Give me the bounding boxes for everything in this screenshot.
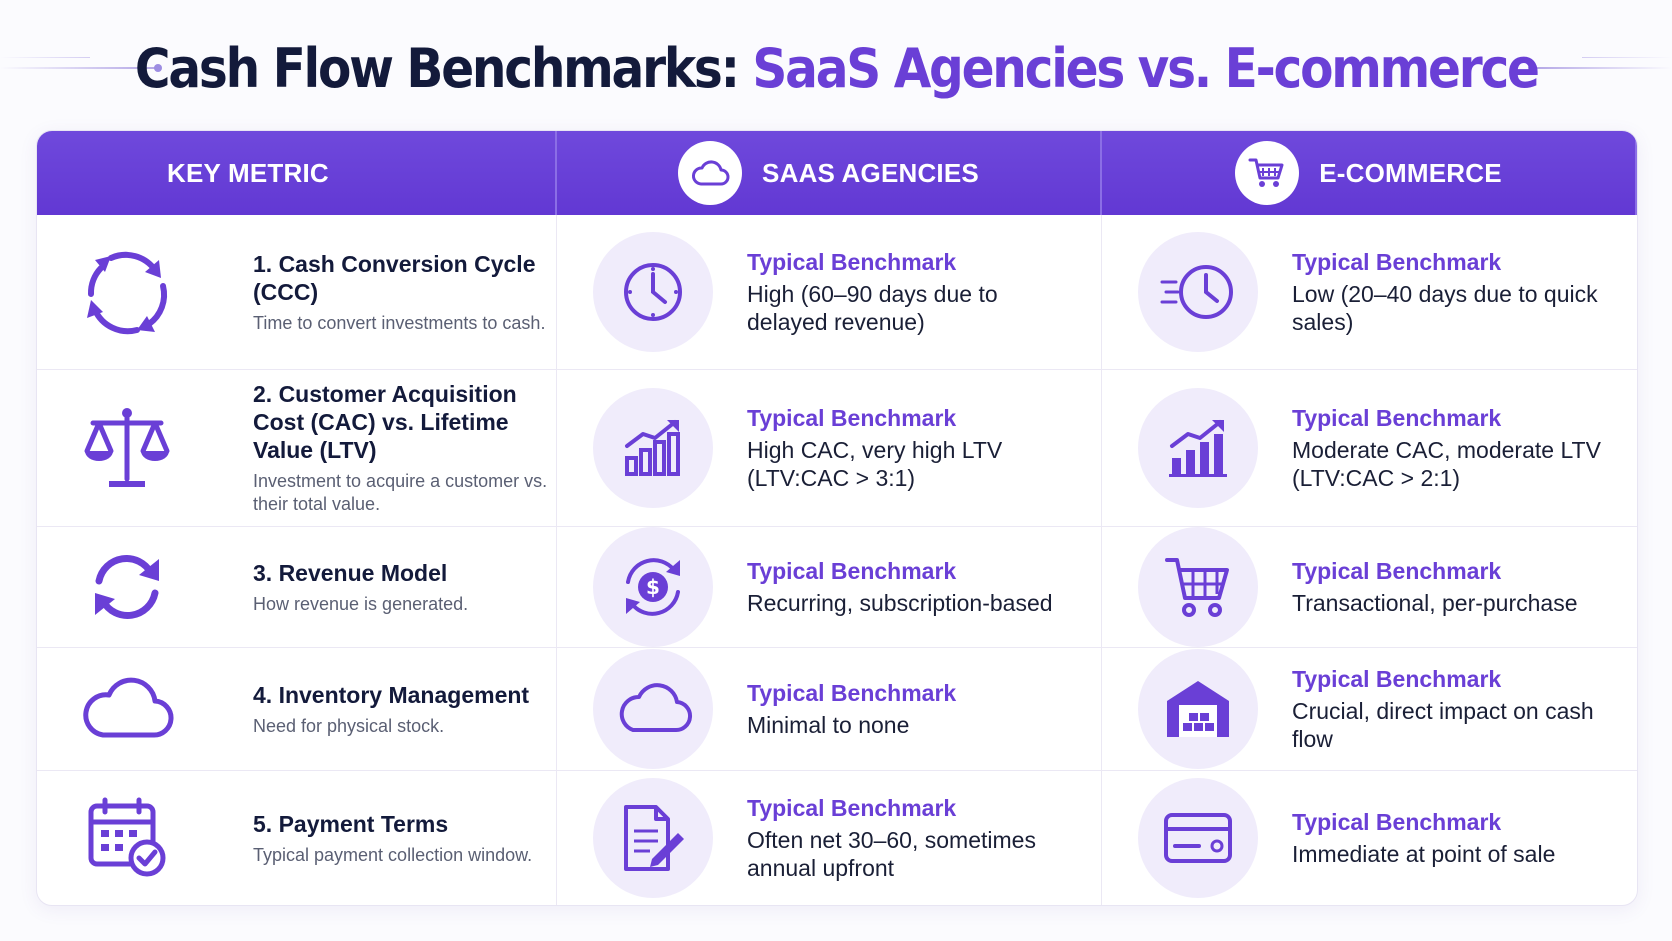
ecommerce-cell-4: Typical Benchmark Crucial, direct impact… bbox=[1102, 648, 1637, 771]
metric-title-5: 5. Payment Terms bbox=[253, 810, 449, 837]
calendar-check-icon bbox=[77, 788, 177, 888]
growth-chart-icon bbox=[593, 388, 713, 508]
metric-desc-2: Investment to acquire a customer vs. the… bbox=[253, 471, 548, 514]
ecommerce-benchmark-label-2: Typical Benchmark bbox=[1292, 405, 1502, 431]
saas-benchmark-value-4: Minimal to none bbox=[747, 712, 910, 738]
ecommerce-cell-3: Typical Benchmark Transactional, per-pur… bbox=[1102, 527, 1637, 648]
metric-cell-4: 4. Inventory Management Need for physica… bbox=[37, 648, 557, 771]
ecommerce-cell-1: Typical Benchmark Low (20–40 days due to… bbox=[1102, 215, 1637, 370]
title-decoration-left bbox=[0, 64, 162, 72]
saas-benchmark-label-1: Typical Benchmark bbox=[747, 249, 957, 275]
ecommerce-benchmark-value-1: Low (20–40 days due to quick sales) bbox=[1292, 281, 1598, 335]
saas-cell-1: Typical Benchmark High (60–90 days due t… bbox=[557, 215, 1102, 370]
saas-benchmark-label-4: Typical Benchmark bbox=[747, 680, 957, 706]
title-row: Cash Flow Benchmarks: SaaS Agencies vs. … bbox=[0, 28, 1672, 108]
ecommerce-cell-2: Typical Benchmark Moderate CAC, moderate… bbox=[1102, 370, 1637, 527]
ecommerce-benchmark-value-5: Immediate at point of sale bbox=[1292, 841, 1556, 867]
header-saas: SAAS AGENCIES bbox=[557, 131, 1102, 215]
saas-benchmark-value-5: Often net 30–60, sometimes annual upfron… bbox=[747, 827, 1036, 881]
svg-text:$: $ bbox=[646, 575, 660, 599]
saas-benchmark-label-5: Typical Benchmark bbox=[747, 795, 957, 821]
credit-card-icon bbox=[1138, 778, 1258, 898]
cloud-icon bbox=[678, 141, 743, 205]
saas-cell-5: Typical Benchmark Often net 30–60, somet… bbox=[557, 771, 1102, 905]
saas-benchmark-label-2: Typical Benchmark bbox=[747, 405, 957, 431]
header-saas-label: SAAS AGENCIES bbox=[762, 157, 979, 188]
fast-clock-icon bbox=[1138, 232, 1258, 352]
metric-title-2: 2. Customer Acquisition Cost (CAC) vs. L… bbox=[253, 381, 517, 463]
ecommerce-benchmark-label-5: Typical Benchmark bbox=[1292, 809, 1502, 835]
ecommerce-benchmark-label-3: Typical Benchmark bbox=[1292, 558, 1502, 584]
metric-desc-3: How revenue is generated. bbox=[253, 593, 469, 614]
saas-benchmark-label-3: Typical Benchmark bbox=[747, 558, 957, 584]
metric-title-1: 1. Cash Conversion Cycle (CCC) bbox=[253, 250, 536, 305]
metric-cell-3: 3. Revenue Model How revenue is generate… bbox=[37, 527, 557, 648]
metric-title-3: 3. Revenue Model bbox=[253, 559, 448, 586]
warehouse-icon bbox=[1138, 649, 1258, 769]
saas-cell-4: Typical Benchmark Minimal to none bbox=[557, 648, 1102, 771]
title-part-main: Cash Flow Benchmarks: bbox=[134, 36, 753, 100]
ecommerce-benchmark-value-3: Transactional, per-purchase bbox=[1292, 590, 1578, 616]
metric-cell-2: 2. Customer Acquisition Cost (CAC) vs. L… bbox=[37, 370, 557, 527]
title-decoration-left-thin bbox=[0, 57, 90, 58]
comparison-table: KEY METRIC SAAS AGENCIES E-COMMERCE 1. C… bbox=[36, 130, 1638, 906]
ecommerce-benchmark-label-1: Typical Benchmark bbox=[1292, 249, 1502, 275]
title-decoration-right-thin bbox=[1582, 57, 1672, 58]
scale-icon bbox=[77, 398, 177, 498]
metric-desc-4: Need for physical stock. bbox=[253, 715, 445, 736]
ecommerce-benchmark-label-4: Typical Benchmark bbox=[1292, 666, 1502, 692]
ecommerce-benchmark-value-2: Moderate CAC, moderate LTV (LTV:CAC > 2:… bbox=[1292, 437, 1601, 491]
metric-title-4: 4. Inventory Management bbox=[253, 681, 530, 708]
header-ecommerce-label: E-COMMERCE bbox=[1319, 157, 1502, 188]
ecommerce-benchmark-value-4: Crucial, direct impact on cash flow bbox=[1292, 698, 1594, 752]
shopping-cart-icon bbox=[1138, 527, 1258, 647]
metric-cell-1: 1. Cash Conversion Cycle (CCC) Time to c… bbox=[37, 215, 557, 370]
header-ecommerce: E-COMMERCE bbox=[1102, 131, 1637, 215]
growth-chart-icon bbox=[1138, 388, 1258, 508]
saas-benchmark-value-2: High CAC, very high LTV (LTV:CAC > 3:1) bbox=[747, 437, 1003, 491]
refresh-icon bbox=[77, 537, 177, 637]
cloud-icon bbox=[593, 649, 713, 769]
recurring-dollar-icon: $ bbox=[593, 527, 713, 647]
metric-cell-5: 5. Payment Terms Typical payment collect… bbox=[37, 771, 557, 905]
invoice-pen-icon bbox=[593, 778, 713, 898]
saas-cell-3: $ Typical Benchmark Recurring, subscript… bbox=[557, 527, 1102, 648]
cycle-icon bbox=[77, 242, 177, 342]
ecommerce-cell-5: Typical Benchmark Immediate at point of … bbox=[1102, 771, 1637, 905]
metric-desc-5: Typical payment collection window. bbox=[253, 844, 533, 865]
title-decoration-right bbox=[1528, 64, 1672, 72]
cloud-icon bbox=[77, 659, 177, 759]
clock-icon bbox=[593, 232, 713, 352]
shopping-cart-icon bbox=[1235, 141, 1300, 205]
title-part-accent: SaaS Agencies vs. E-commerce bbox=[752, 36, 1540, 100]
page-title: Cash Flow Benchmarks: SaaS Agencies vs. … bbox=[134, 36, 1540, 100]
header-key-metric-label: KEY METRIC bbox=[167, 157, 329, 188]
saas-benchmark-value-1: High (60–90 days due to delayed revenue) bbox=[747, 281, 998, 335]
saas-cell-2: Typical Benchmark High CAC, very high LT… bbox=[557, 370, 1102, 527]
metric-desc-1: Time to convert investments to cash. bbox=[253, 312, 546, 333]
header-key-metric: KEY METRIC bbox=[37, 131, 557, 215]
saas-benchmark-value-3: Recurring, subscription-based bbox=[747, 590, 1053, 616]
